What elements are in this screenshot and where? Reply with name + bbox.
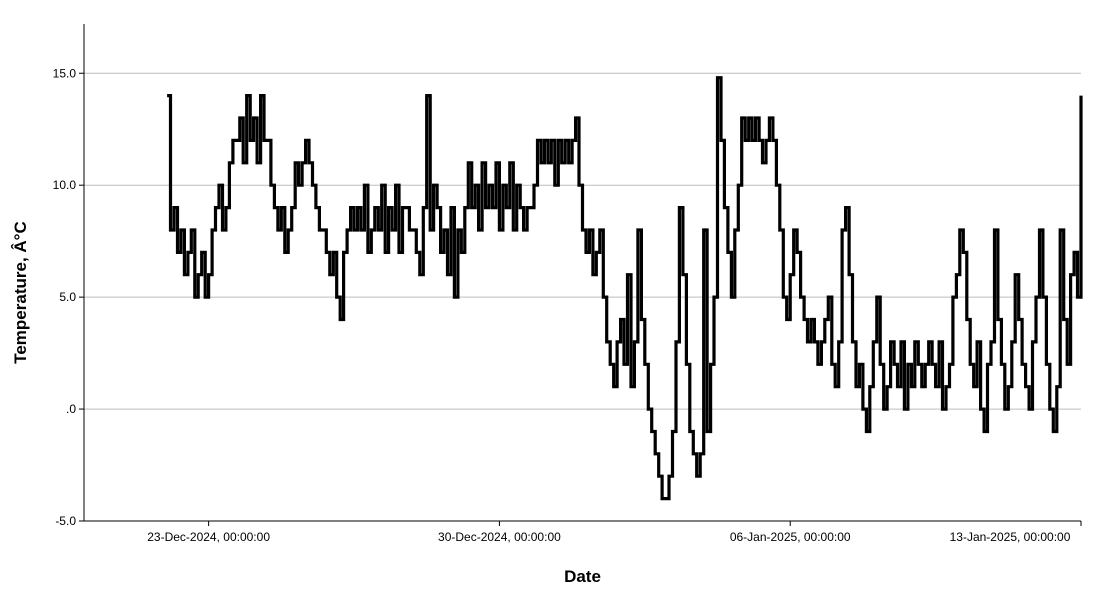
axes [83, 24, 1081, 522]
y-tick-label: 10.0 [53, 178, 77, 192]
y-tick-label: .0 [66, 402, 76, 416]
y-tick-label: 5.0 [59, 290, 76, 304]
temperature-series-line [167, 76, 1083, 501]
x-tick-label: 06-Jan-2025, 00:00:00 [730, 530, 851, 544]
x-tick-label: 23-Dec-2024, 00:00:00 [147, 530, 270, 544]
x-axis-title: Date [564, 567, 601, 586]
series-layer [167, 76, 1083, 501]
x-tick-labels: 23-Dec-2024, 00:00:00 30-Dec-2024, 00:00:… [147, 521, 1082, 544]
y-tick-label: 15.0 [53, 66, 77, 80]
x-tick-label: 13-Jan-2025, 00:00:00 [950, 530, 1071, 544]
gridlines [84, 72, 1081, 410]
y-tick-label: -5.0 [55, 514, 76, 528]
y-tick-labels: 15.0 10.0 5.0 .0 -5.0 [53, 66, 84, 528]
y-axis-title: Temperature, Â°C [11, 221, 30, 364]
x-tick-label: 30-Dec-2024, 00:00:00 [438, 530, 561, 544]
